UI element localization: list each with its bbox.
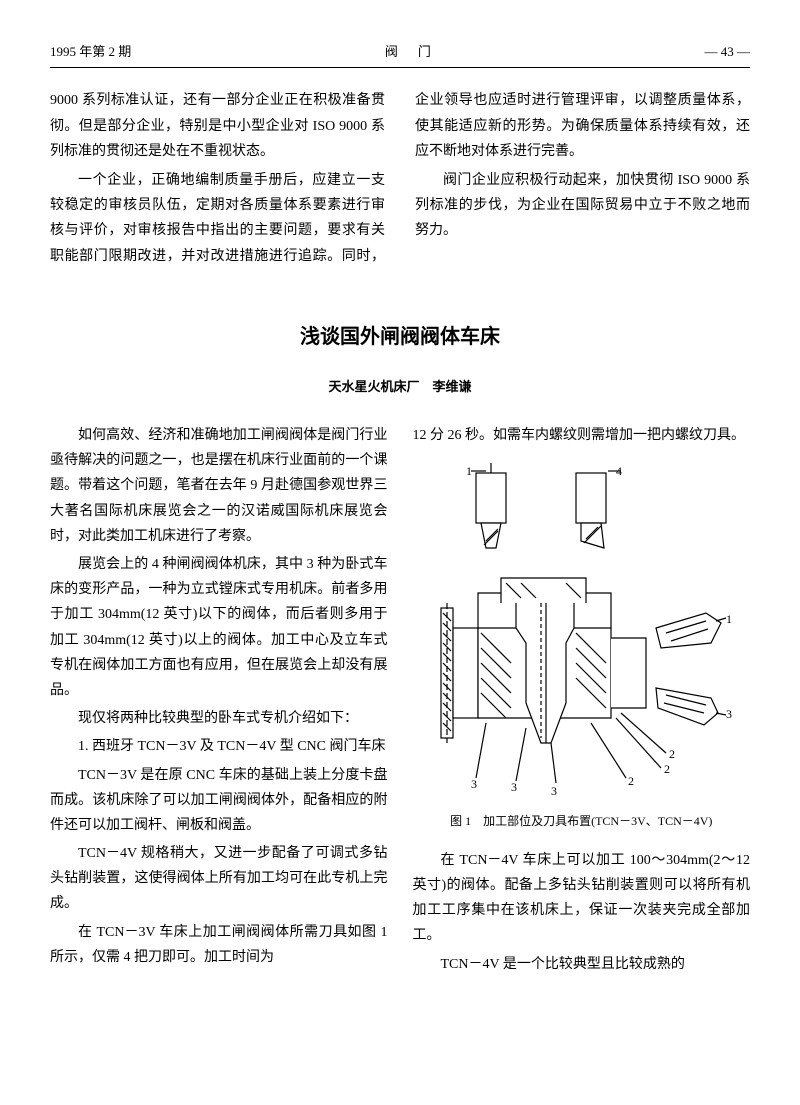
header-center: 阀门 <box>385 40 451 63</box>
right-p3: TCN－4V 是一个比较典型且比较成熟的 <box>413 952 751 977</box>
svg-text:3: 3 <box>511 780 517 794</box>
top-para-1: 9000 系列标准认证，还有一部分企业正在积极准备贯彻。但是部分企业，特别是中小… <box>50 88 385 164</box>
svg-text:2: 2 <box>669 747 675 761</box>
svg-text:3: 3 <box>471 777 477 791</box>
article-title: 浅谈国外闸阀阀体车床 <box>50 319 750 355</box>
left-p3: 现仅将两种比较典型的卧车式专机介绍如下： <box>50 706 388 731</box>
svg-text:2: 2 <box>664 762 670 776</box>
figure-1-caption: 图 1 加工部位及刀具布置(TCN－3V、TCN－4V) <box>413 811 751 833</box>
top-para-3: 阀门企业应积极行动起来，加快贯彻 ISO 9000 系列标准的步伐，为企业在国际… <box>415 168 750 244</box>
top-article-continuation: 9000 系列标准认证，还有一部分企业正在积极准备贯彻。但是部分企业，特别是中小… <box>50 88 750 268</box>
left-column: 如何高效、经济和准确地加工闸阀阀体是阀门行业亟待解决的问题之一，也是摆在机床行业… <box>50 423 388 980</box>
tool-1: 1 <box>466 463 506 548</box>
right-p1: 12 分 26 秒。如需车内螺纹则需增加一把内螺纹刀具。 <box>413 423 751 448</box>
leaders-bottom: 2 2 2 3 3 3 <box>471 713 675 798</box>
right-p2: 在 TCN－4V 车床上可以加工 100～304mm(2～12 英寸)的阀体。配… <box>413 848 751 949</box>
left-p5: TCN－3V 是在原 CNC 车床的基础上装上分度卡盘而成。该机床除了可以加工闸… <box>50 763 388 839</box>
svg-text:2: 2 <box>628 774 634 788</box>
header-right: — 43 — <box>705 40 751 63</box>
svg-text:3: 3 <box>551 784 557 798</box>
header-left: 1995 年第 2 期 <box>50 40 131 63</box>
tool-right-1: 1 <box>656 612 732 648</box>
article-author: 天水星火机床厂 李维谦 <box>50 375 750 398</box>
svg-text:1: 1 <box>726 612 732 626</box>
left-p4-heading: 1. 西班牙 TCN－3V 及 TCN－4V 型 CNC 阀门车床 <box>50 734 388 759</box>
tool-4: 4 <box>576 464 622 548</box>
article-body: 如何高效、经济和准确地加工闸阀阀体是阀门行业亟待解决的问题之一，也是摆在机床行业… <box>50 423 750 980</box>
left-p2: 展览会上的 4 种闸阀阀体机床，其中 3 种为卧式车床的变形产品，一种为立式镗床… <box>50 552 388 703</box>
svg-text:3: 3 <box>726 707 732 721</box>
tool-right-3: 3 <box>656 688 732 725</box>
valve-diagram: 1 4 <box>426 463 736 803</box>
left-p6: TCN－4V 规格稍大，又进一步配备了可调式多钻头钻削装置，这使得阀体上所有加工… <box>50 841 388 917</box>
right-column: 12 分 26 秒。如需车内螺纹则需增加一把内螺纹刀具。 1 <box>413 423 751 980</box>
valve-body <box>441 578 646 743</box>
figure-1: 1 4 <box>413 463 751 833</box>
left-p1: 如何高效、经济和准确地加工闸阀阀体是阀门行业亟待解决的问题之一，也是摆在机床行业… <box>50 423 388 549</box>
left-p7: 在 TCN－3V 车床上加工闸阀阀体所需刀具如图 1 所示，仅需 4 把刀即可。… <box>50 920 388 970</box>
page-header: 1995 年第 2 期 阀门 — 43 — <box>50 40 750 68</box>
